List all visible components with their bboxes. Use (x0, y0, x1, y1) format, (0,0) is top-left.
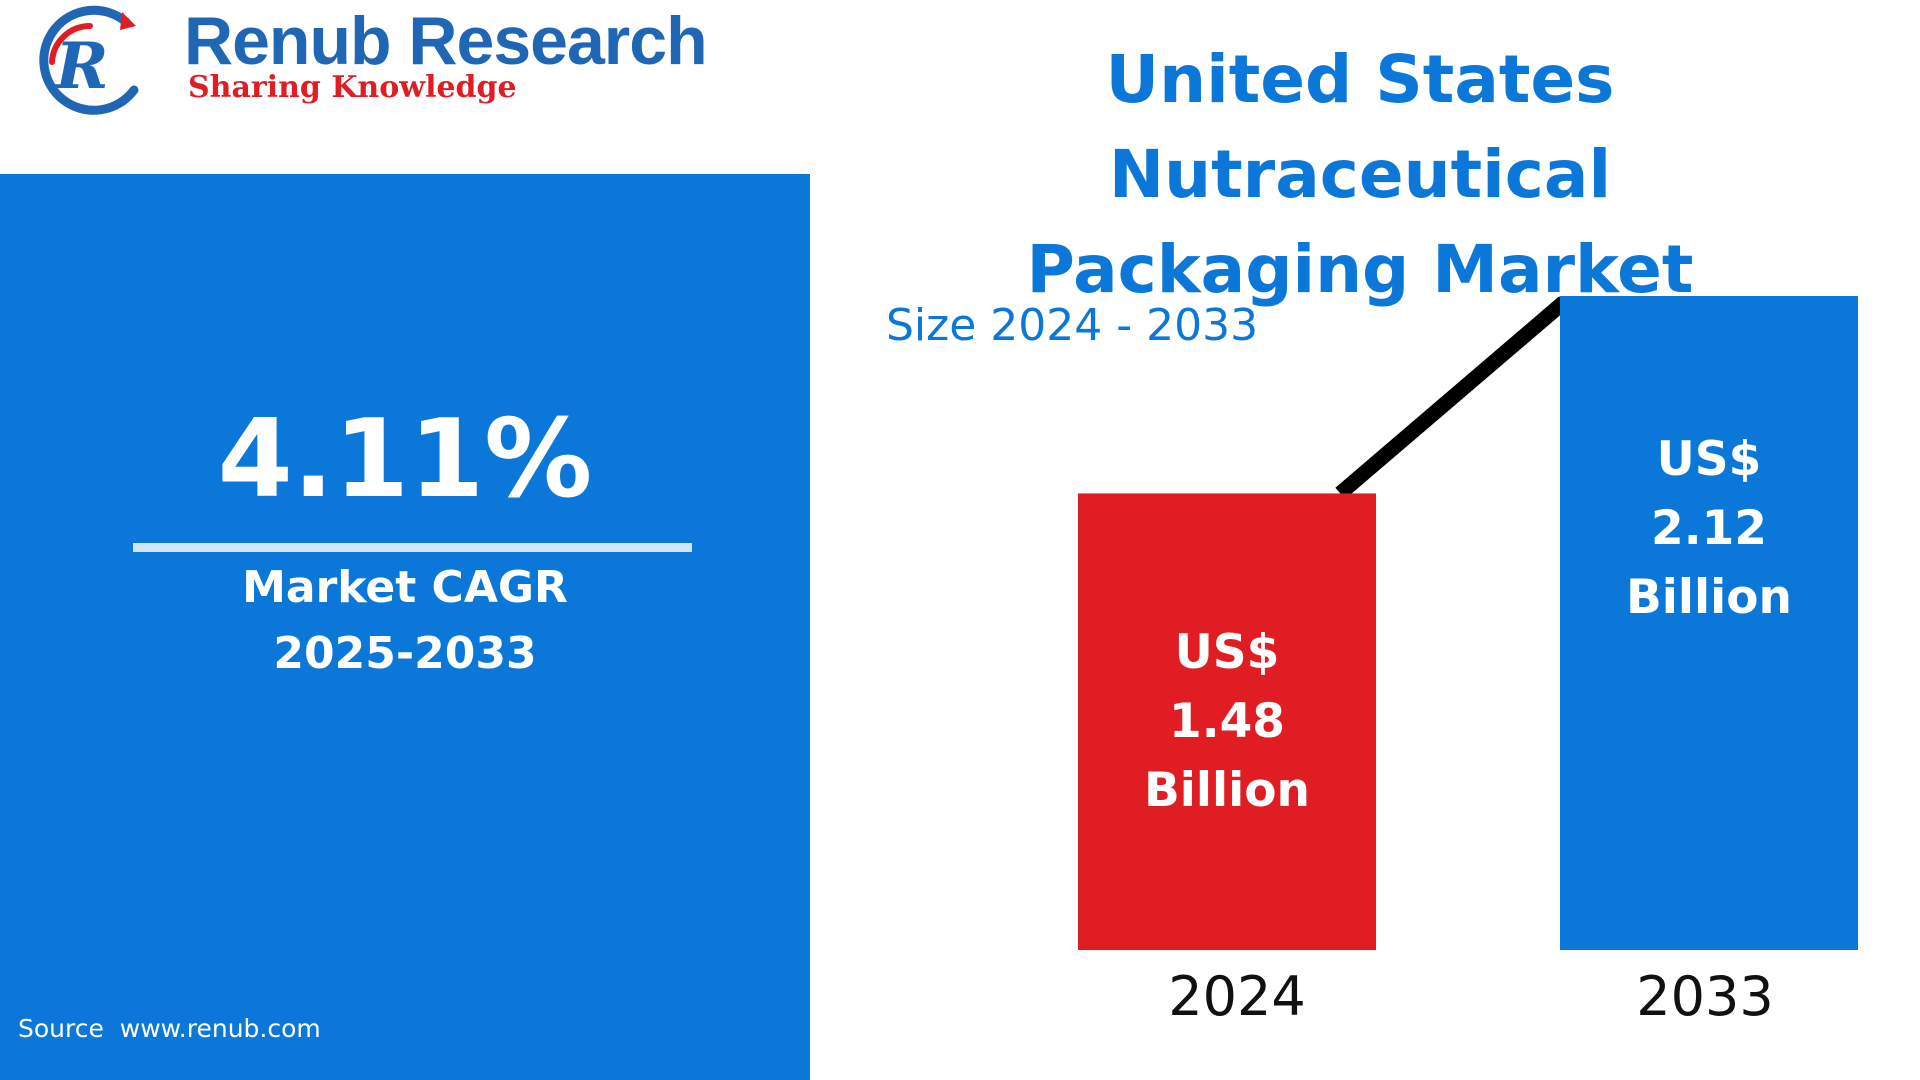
cagr-value: 4.11% (217, 397, 593, 522)
x-tick-label-2024: 2024 (1168, 965, 1306, 1028)
chart-title-line1: United States Nutraceutical (1105, 41, 1615, 213)
bar-label-line-1: US$ (1174, 625, 1280, 681)
cagr-label-line1: Market CAGR (242, 562, 568, 613)
cagr-divider (133, 543, 692, 552)
source-note: Source www.renub.com (18, 1014, 321, 1043)
cagr-label: Market CAGR 2025-2033 (0, 555, 810, 687)
bar-label-line-3: Billion (1143, 763, 1310, 819)
bar-label-line-3: Billion (1625, 569, 1792, 625)
cagr-label-line2: 2025-2033 (273, 628, 537, 679)
chart-title-line2: Packaging Market (1026, 231, 1694, 308)
bar-label-line-2: 2.12 (1651, 500, 1767, 556)
bar-2024 (1078, 493, 1376, 950)
cagr-panel: 4.11% Market CAGR 2025-2033 Source www.r… (0, 174, 810, 1080)
bar-value-label-2024: US$ 1.48 Billion (1078, 618, 1376, 825)
chart-title: United States Nutraceutical Packaging Ma… (850, 32, 1870, 317)
trend-line (1335, 296, 1569, 500)
brand-tagline: Sharing Knowledge (188, 70, 517, 105)
svg-text:R: R (53, 29, 108, 104)
x-tick-label-2033: 2033 (1636, 965, 1774, 1028)
bar-label-line-1: US$ (1656, 431, 1762, 487)
renub-r-swoosh-icon: R (39, 5, 139, 115)
bar-label-line-2: 1.48 (1169, 694, 1285, 750)
bar-value-label-2033: US$ 2.12 Billion (1560, 425, 1858, 632)
brand-name: Renub Research (184, 3, 708, 79)
bar-2033 (1560, 296, 1858, 950)
chart-subtitle: Size 2024 - 2033 (886, 300, 1259, 351)
brand-logo: R Renub Research Sharing Knowledge (24, 0, 708, 130)
